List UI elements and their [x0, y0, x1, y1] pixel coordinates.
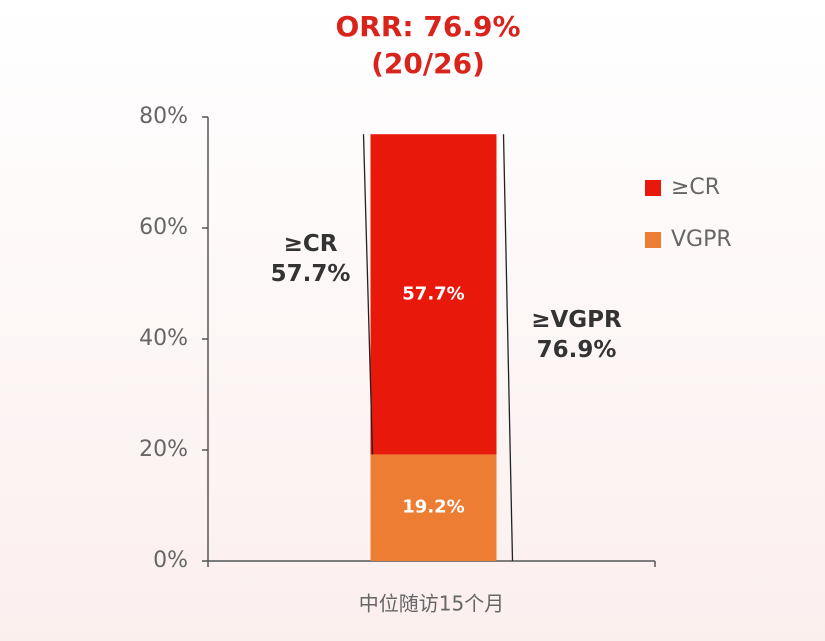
bar-segment: [370, 134, 497, 455]
bar-segment: [370, 454, 497, 561]
chart-title: ORR: 76.9%: [335, 10, 520, 43]
legend-swatch: [645, 232, 661, 248]
legend-swatch: [645, 180, 661, 196]
bar-value-label: 19.2%: [402, 497, 464, 518]
annotation: 57.7%: [271, 261, 351, 287]
chart-subtitle: (20/26): [371, 47, 485, 80]
legend-label: VGPR: [671, 227, 732, 252]
annotation: ≥VGPR: [531, 307, 622, 333]
bracket: [362, 134, 374, 455]
bracket: [502, 134, 514, 562]
y-tick-label: 0%: [153, 548, 188, 573]
y-tick-label: 60%: [139, 215, 188, 240]
annotation: ≥CR: [284, 231, 338, 257]
legend-label: ≥CR: [671, 175, 720, 200]
x-tick-label: 中位随访15个月: [359, 592, 504, 616]
y-tick-label: 80%: [139, 104, 188, 129]
bar-value-label: 57.7%: [402, 283, 464, 304]
annotation: 76.9%: [537, 337, 617, 363]
y-tick-label: 20%: [139, 437, 188, 462]
y-tick-label: 40%: [139, 326, 188, 351]
